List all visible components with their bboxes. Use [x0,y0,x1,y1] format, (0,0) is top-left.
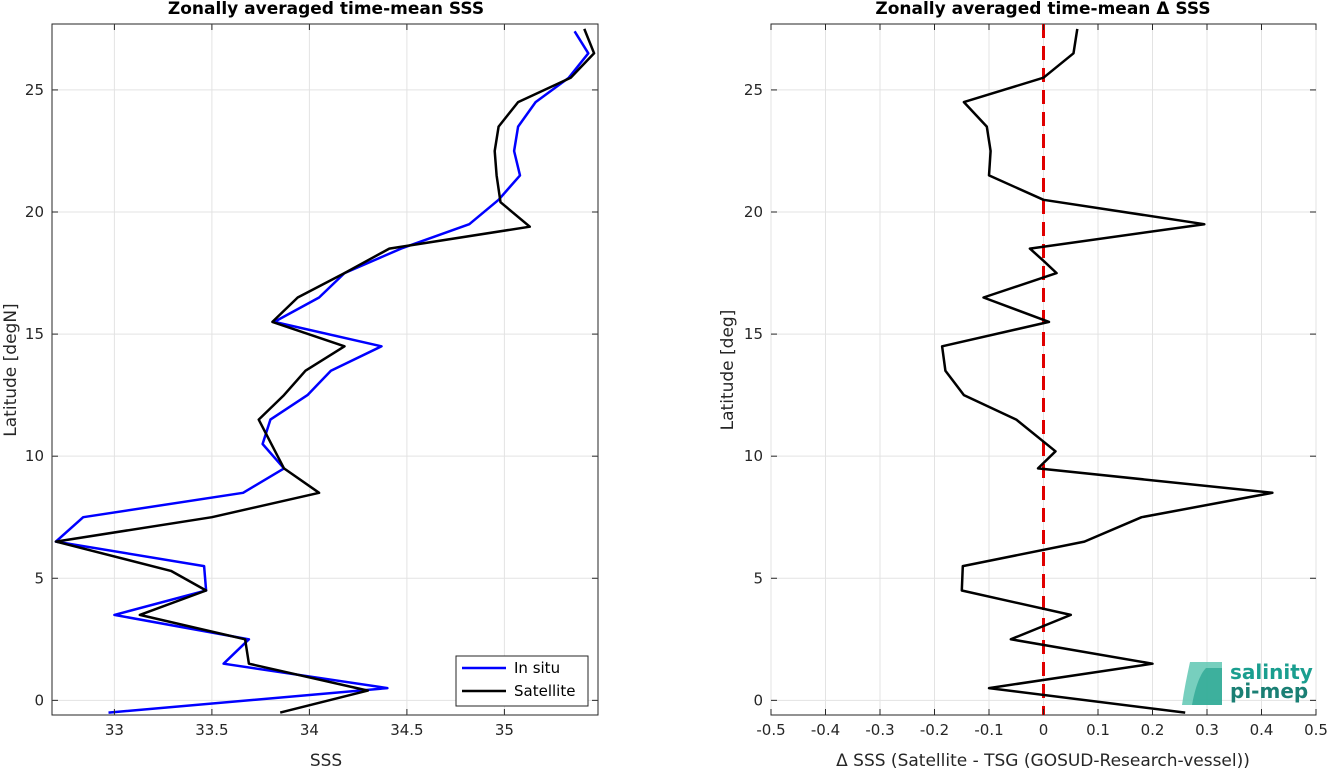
salinity-pi-mep-logo: salinity pi-mep [1182,660,1313,705]
left-chart-panel: 33 33.5 34 34.5 35 0 5 10 15 20 25 Zonally average… [1,0,599,769]
left-plot-area [51,23,599,716]
right-x-axis-label: Δ SSS (Satellite - TSG (GOSUD-Research-v… [836,751,1250,769]
y-tick-label: 5 [34,569,44,587]
x-tick-label: -0.1 [974,721,1003,739]
legend-label-satellite: Satellite [514,682,575,700]
y-tick-label: 25 [744,81,763,99]
logo-wave-shape-2 [1192,668,1222,705]
left-ticks: 33 33.5 34 34.5 35 0 5 10 15 20 25 [25,24,598,739]
y-tick-label: 10 [744,447,763,465]
right-ticks: -0.5 -0.4 -0.3 -0.2 -0.1 0 0.1 0.2 0.3 0.4 0.5 0 5 10… [744,24,1328,739]
x-tick-label: -0.2 [920,721,949,739]
y-tick-label: 5 [753,569,763,587]
left-x-axis-label: SSS [310,751,342,769]
y-tick-label: 20 [25,203,44,221]
x-tick-label: 33.5 [195,721,228,739]
x-tick-label: 0 [1039,721,1049,739]
x-tick-label: 0.5 [1304,721,1328,739]
x-tick-label: 0.3 [1195,721,1219,739]
right-chart-panel: -0.5 -0.4 -0.3 -0.2 -0.1 0 0.1 0.2 0.3 0.4 0.5 0 5 10… [718,0,1328,769]
x-tick-label: -0.4 [811,721,840,739]
left-y-axis-label: Latitude [degN] [1,303,21,436]
right-y-axis-label: Latitude [deg] [718,310,738,431]
x-tick-label: 34 [300,721,319,739]
left-legend: In situ Satellite [455,655,589,707]
y-tick-label: 15 [25,325,44,343]
right-chart-title: Zonally averaged time-mean Δ SSS [875,0,1210,19]
y-tick-label: 20 [744,203,763,221]
x-tick-label: 0.1 [1086,721,1110,739]
y-tick-label: 25 [25,81,44,99]
series-line-delta-sss [940,28,1274,714]
y-tick-label: 0 [34,691,44,709]
x-tick-label: -0.5 [756,721,785,739]
x-tick-label: 0.4 [1250,721,1274,739]
x-tick-label: 0.2 [1141,721,1165,739]
left-series-group [54,28,596,714]
legend-label-in-situ: In situ [514,659,560,677]
x-tick-label: 33 [105,721,124,739]
series-line-satellite [54,28,596,714]
y-tick-label: 10 [25,447,44,465]
y-tick-label: 15 [744,325,763,343]
right-series-group [940,24,1274,715]
legend-box [455,655,589,707]
y-tick-label: 0 [753,691,763,709]
x-tick-label: 34.5 [390,721,423,739]
logo-line1: salinity [1230,660,1313,684]
series-line-in-situ [54,30,590,714]
x-tick-label: -0.3 [865,721,894,739]
logo-line2: pi-mep [1230,679,1308,703]
left-chart-title: Zonally averaged time-mean SSS [168,0,484,19]
x-tick-label: 35 [495,721,514,739]
